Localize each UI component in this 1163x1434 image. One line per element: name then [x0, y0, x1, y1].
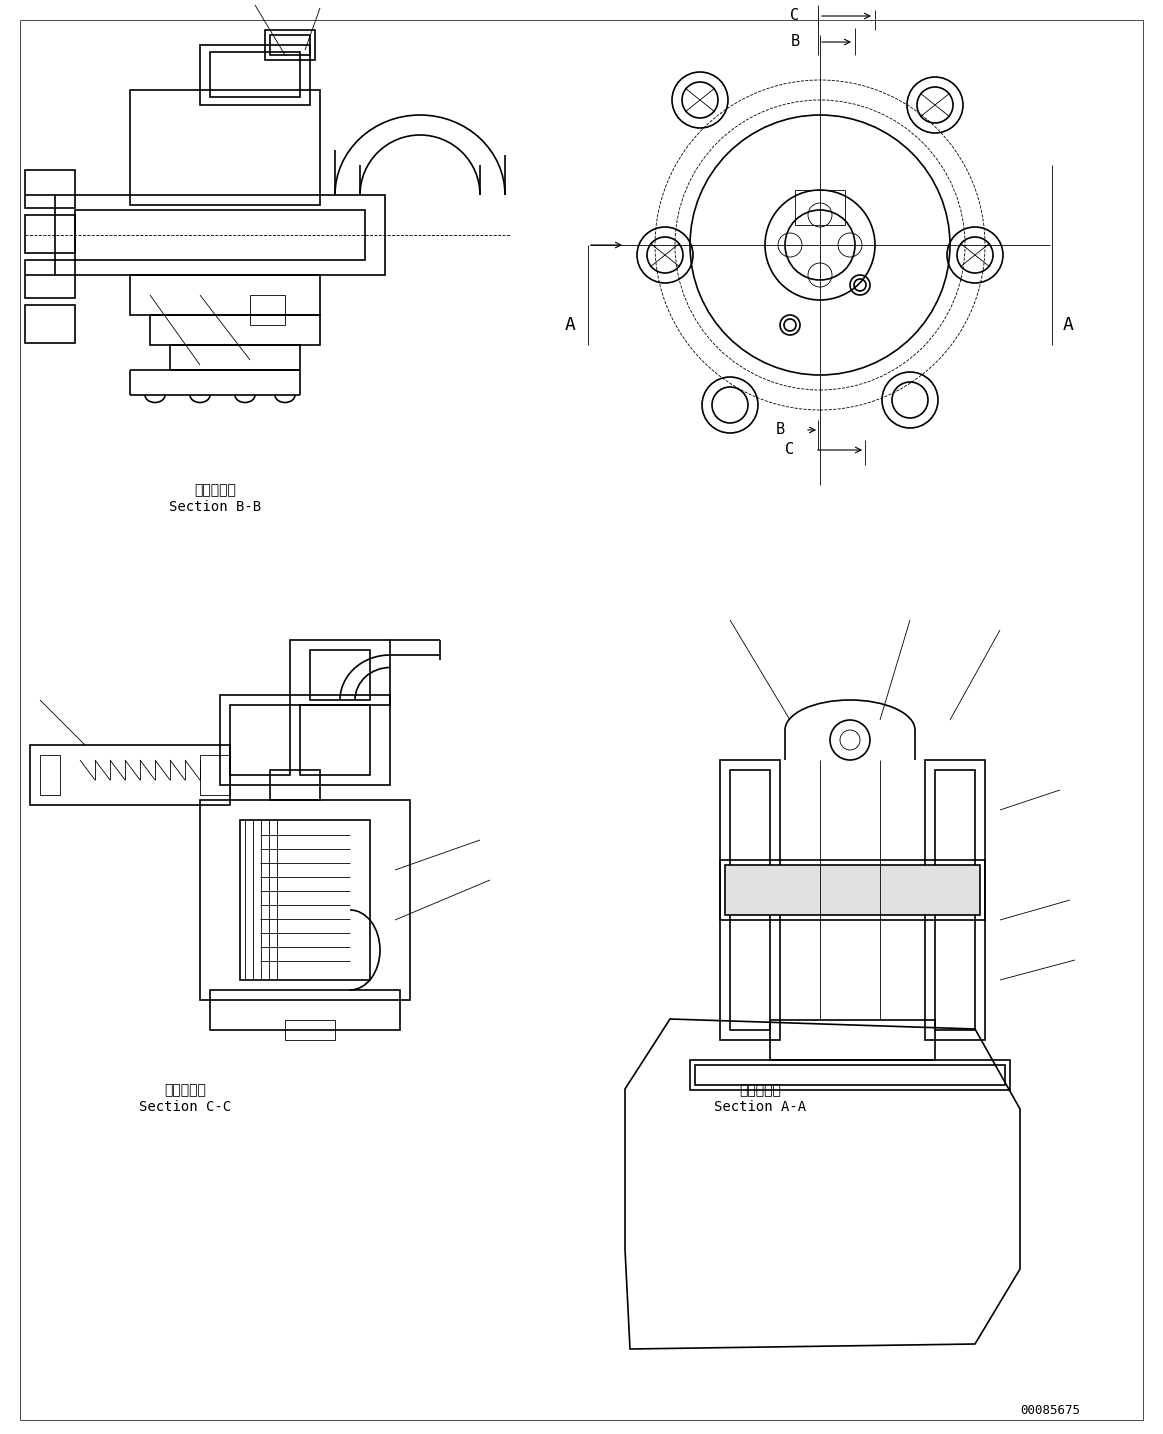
Text: A: A	[564, 315, 576, 334]
Bar	[770, 1020, 935, 1060]
Text: Section C-C: Section C-C	[138, 1100, 231, 1114]
Bar	[40, 754, 60, 794]
Text: Section A-A: Section A-A	[714, 1100, 806, 1114]
Bar	[24, 215, 74, 252]
Bar	[935, 770, 975, 1030]
Bar	[24, 171, 74, 208]
Bar	[725, 865, 980, 915]
Bar	[74, 209, 365, 260]
Bar	[24, 305, 74, 343]
Bar	[695, 1065, 1005, 1086]
Bar	[795, 189, 846, 225]
Bar	[200, 44, 311, 105]
Bar	[270, 770, 320, 800]
Bar	[130, 90, 320, 205]
Text: C: C	[791, 9, 800, 23]
Bar	[250, 295, 285, 326]
Bar	[730, 770, 770, 1030]
Bar	[130, 275, 320, 315]
Bar	[200, 754, 230, 794]
Bar	[170, 346, 300, 370]
Bar	[240, 820, 370, 979]
Text: Section B-B: Section B-B	[169, 500, 261, 513]
Bar	[211, 989, 400, 1030]
Bar	[55, 195, 385, 275]
Bar	[690, 1060, 1009, 1090]
Text: B: B	[776, 423, 785, 437]
Bar	[30, 746, 230, 804]
Bar	[220, 695, 390, 784]
Bar	[925, 760, 985, 1040]
Text: 00085675: 00085675	[1020, 1404, 1080, 1417]
Bar	[720, 860, 985, 921]
Text: 断面Ｂ－Ｂ: 断面Ｂ－Ｂ	[194, 483, 236, 498]
Bar	[290, 640, 390, 706]
Text: 断面Ａ－Ａ: 断面Ａ－Ａ	[739, 1083, 780, 1097]
Bar	[300, 706, 370, 774]
Bar	[720, 760, 780, 1040]
Bar	[285, 1020, 335, 1040]
Bar	[150, 315, 320, 346]
Text: B: B	[791, 34, 800, 50]
Text: 断面Ｃ－Ｃ: 断面Ｃ－Ｃ	[164, 1083, 206, 1097]
Text: A: A	[1063, 315, 1073, 334]
Bar	[211, 52, 300, 98]
Bar	[24, 260, 74, 298]
Text: C: C	[785, 443, 794, 457]
Bar	[270, 34, 311, 54]
Bar	[265, 30, 315, 60]
Bar	[200, 800, 411, 999]
Bar	[230, 706, 290, 774]
Bar	[311, 650, 370, 700]
